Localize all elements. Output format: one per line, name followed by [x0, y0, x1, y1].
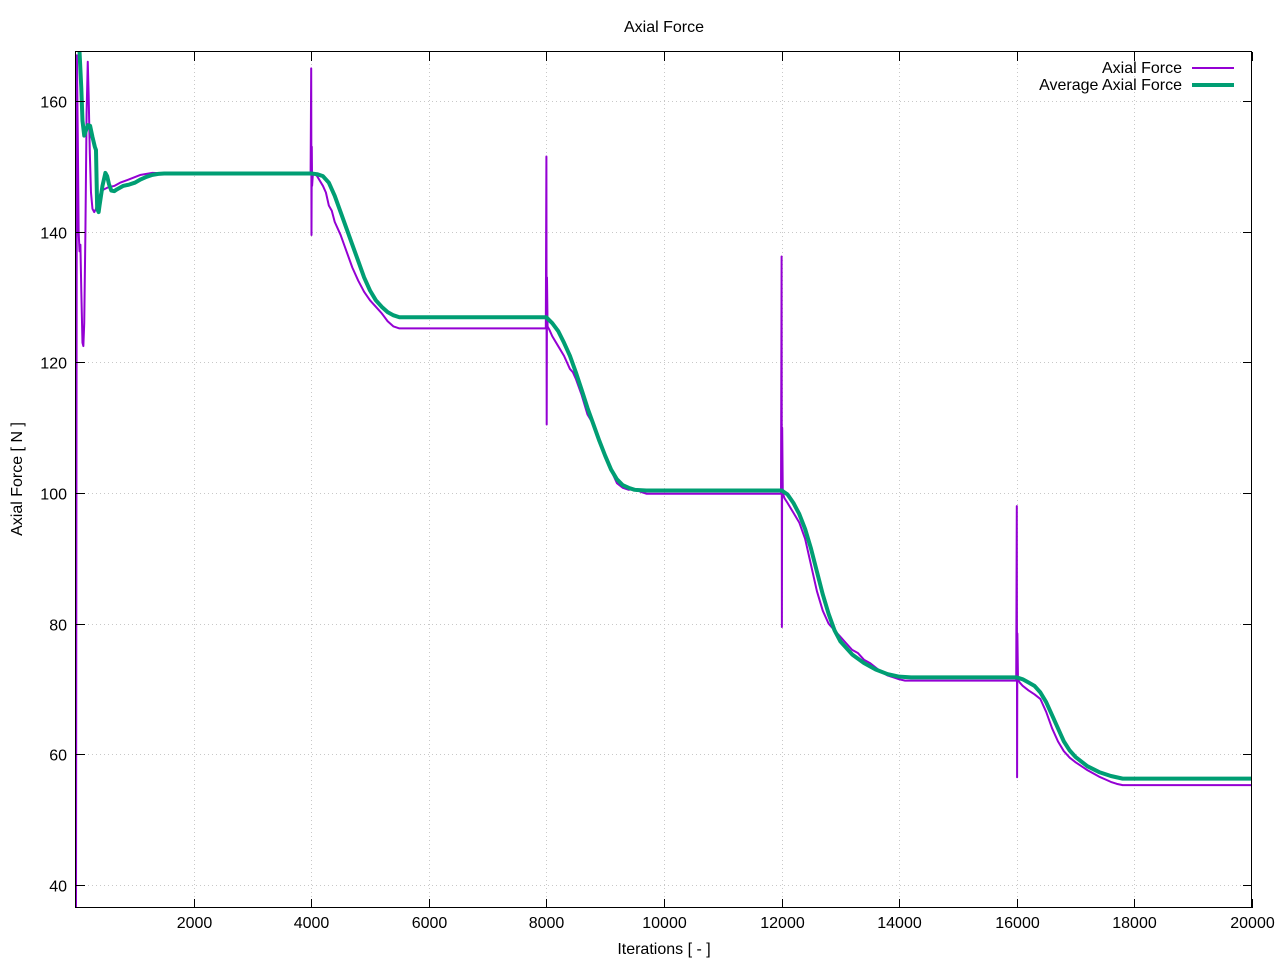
legend-label: Average Axial Force	[1039, 77, 1182, 94]
grid-lines	[76, 52, 1252, 908]
x-tick-label: 6000	[412, 915, 448, 932]
x-tick-label: 8000	[529, 915, 565, 932]
y-tick-label: 100	[40, 487, 67, 504]
y-tick-labels: 40 60 80 100 120 140 160	[40, 95, 67, 896]
y-tick-label: 160	[40, 95, 67, 112]
x-tick-label: 16000	[995, 915, 1040, 932]
series-layer	[76, 52, 1252, 908]
x-axis-title: Iterations [ - ]	[617, 941, 710, 958]
chart-title: Axial Force	[624, 19, 704, 36]
y-tick-label: 60	[49, 748, 67, 765]
x-tick-label: 14000	[877, 915, 922, 932]
x-tick-label: 18000	[1112, 915, 1157, 932]
legend-label: Axial Force	[1102, 60, 1182, 77]
y-tick-label: 40	[49, 879, 67, 896]
y-tick-label: 120	[40, 356, 67, 373]
x-tick-label: 20000	[1230, 915, 1275, 932]
x-tick-label: 10000	[642, 915, 687, 932]
average-axial-force-line	[77, 52, 1252, 781]
y-axis-title: Axial Force [ N ]	[9, 422, 26, 536]
y-tick-label: 80	[49, 618, 67, 635]
x-tick-label: 4000	[294, 915, 330, 932]
plot-border	[75, 51, 1252, 908]
x-tick-label: 12000	[760, 915, 805, 932]
y-tick-label: 140	[40, 226, 67, 243]
x-tick-label: 2000	[177, 915, 213, 932]
x-tick-labels: 2000 4000 6000 8000 10000 12000 14000 16000 1800…	[177, 915, 1275, 932]
axis-ticks	[76, 52, 1253, 908]
